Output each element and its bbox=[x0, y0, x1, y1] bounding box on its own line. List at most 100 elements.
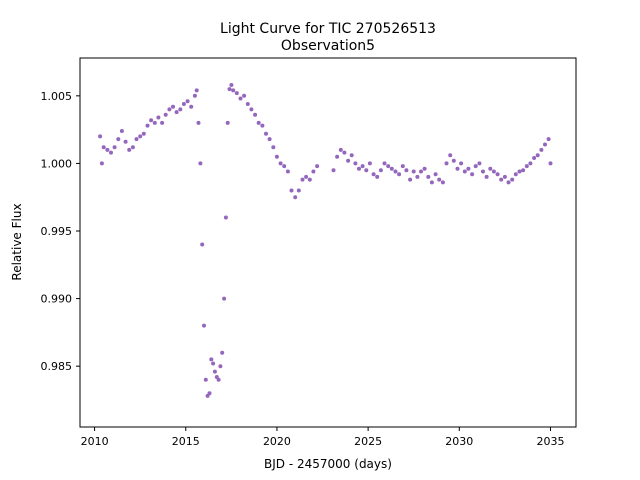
data-point bbox=[477, 161, 482, 166]
data-point bbox=[393, 169, 398, 174]
data-point bbox=[229, 83, 234, 87]
y-tick-label: 0.995 bbox=[41, 225, 73, 238]
data-point bbox=[535, 153, 540, 158]
data-point bbox=[499, 177, 504, 182]
data-point bbox=[163, 112, 168, 117]
data-point bbox=[178, 107, 183, 112]
data-point bbox=[282, 164, 287, 169]
data-point bbox=[411, 169, 416, 174]
data-point bbox=[481, 169, 485, 174]
data-point bbox=[189, 104, 194, 109]
data-point bbox=[451, 158, 456, 163]
data-point bbox=[119, 129, 124, 133]
data-point bbox=[271, 145, 276, 150]
data-point bbox=[156, 115, 161, 120]
data-point bbox=[371, 172, 376, 177]
data-point bbox=[448, 153, 453, 158]
data-point bbox=[296, 188, 301, 193]
data-point bbox=[375, 174, 380, 179]
data-point bbox=[192, 93, 197, 98]
data-point bbox=[225, 120, 230, 125]
data-point bbox=[223, 215, 228, 220]
data-point bbox=[433, 172, 438, 177]
data-point bbox=[174, 110, 179, 115]
data-point bbox=[123, 139, 128, 144]
data-point bbox=[364, 168, 369, 173]
data-point bbox=[513, 172, 518, 177]
data-point bbox=[116, 137, 121, 142]
data-point bbox=[264, 131, 268, 136]
x-tick-label: 2020 bbox=[263, 435, 291, 448]
data-point bbox=[539, 147, 544, 152]
data-point bbox=[382, 161, 387, 166]
data-point bbox=[342, 150, 347, 155]
data-point bbox=[141, 131, 146, 136]
data-point bbox=[517, 169, 522, 174]
data-point bbox=[304, 174, 309, 179]
x-axis-ticks: 2010 2015 2020 2025 2030 2035 bbox=[81, 427, 564, 448]
data-point bbox=[198, 161, 203, 166]
y-tick-label: 1.005 bbox=[41, 90, 73, 103]
data-point bbox=[300, 177, 305, 182]
data-point bbox=[470, 172, 475, 177]
y-tick-label: 0.985 bbox=[41, 360, 73, 373]
data-point bbox=[202, 323, 206, 328]
data-point bbox=[152, 120, 157, 125]
data-point bbox=[285, 169, 290, 174]
data-point bbox=[389, 166, 394, 171]
x-tick-label: 2035 bbox=[536, 435, 564, 448]
data-point bbox=[274, 154, 279, 159]
data-point bbox=[543, 142, 547, 147]
data-point bbox=[167, 107, 172, 112]
x-tick-label: 2015 bbox=[172, 435, 200, 448]
data-point bbox=[231, 88, 236, 93]
data-point bbox=[101, 145, 106, 150]
data-point bbox=[311, 169, 316, 174]
data-point bbox=[293, 195, 298, 200]
data-point bbox=[222, 296, 227, 301]
data-point bbox=[484, 174, 489, 179]
data-point bbox=[203, 377, 208, 382]
data-point bbox=[338, 147, 343, 152]
data-point bbox=[181, 102, 186, 106]
y-axis-ticks: 0.985 0.990 0.995 1.000 1.005 bbox=[41, 90, 80, 373]
data-point bbox=[422, 166, 427, 171]
data-point bbox=[495, 172, 500, 177]
data-point bbox=[127, 147, 132, 152]
x-tick-label: 2030 bbox=[445, 435, 473, 448]
data-point bbox=[419, 169, 423, 174]
data-point bbox=[130, 145, 135, 150]
data-point bbox=[473, 164, 478, 169]
data-point bbox=[488, 166, 493, 171]
data-point bbox=[211, 361, 216, 366]
data-point bbox=[386, 164, 391, 169]
data-point bbox=[171, 104, 175, 109]
x-tick-label: 2025 bbox=[354, 435, 382, 448]
data-point bbox=[109, 150, 113, 155]
plot-frame bbox=[79, 57, 577, 428]
data-point bbox=[134, 137, 139, 142]
data-point bbox=[331, 168, 336, 173]
data-point bbox=[521, 168, 526, 173]
data-point bbox=[256, 120, 261, 125]
data-point bbox=[459, 161, 464, 166]
data-point bbox=[466, 166, 471, 171]
data-point bbox=[267, 137, 272, 142]
data-point bbox=[149, 118, 154, 123]
data-point bbox=[426, 174, 431, 179]
data-point bbox=[429, 180, 434, 185]
data-point bbox=[185, 99, 190, 104]
data-point bbox=[160, 120, 165, 125]
data-point bbox=[367, 161, 372, 166]
data-point bbox=[404, 168, 409, 173]
data-point bbox=[532, 156, 537, 160]
data-point bbox=[455, 166, 460, 171]
data-point bbox=[196, 120, 201, 125]
data-point bbox=[506, 180, 511, 185]
data-point bbox=[353, 161, 358, 166]
data-point bbox=[245, 102, 250, 106]
data-point bbox=[209, 357, 214, 362]
data-point bbox=[227, 87, 232, 92]
data-point bbox=[346, 158, 351, 163]
